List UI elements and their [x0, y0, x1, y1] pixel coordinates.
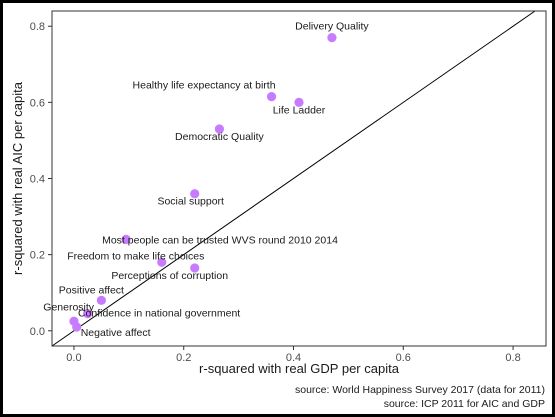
- point-label: Most people can be trusted WVS round 201…: [102, 234, 338, 246]
- point-label: Freedom to make life choices: [67, 250, 204, 262]
- x-axis-ticks: 0.0 0.2 0.4 0.6 0.8: [66, 346, 521, 364]
- x-tick-label: 0.2: [176, 352, 191, 364]
- y-tick-label: 0.6: [30, 97, 45, 109]
- x-tick-label: 0.6: [396, 352, 411, 364]
- chart-frame: Delivery Quality Healthy life expectancy …: [3, 3, 552, 414]
- data-point: [72, 322, 82, 332]
- y-tick-label: 0.2: [30, 250, 45, 262]
- y-tick-label: 0.0: [30, 326, 45, 338]
- data-point: [214, 124, 225, 134]
- y-tick-label: 0.4: [30, 174, 45, 186]
- point-label: Negative affect: [81, 327, 151, 339]
- x-tick-label: 0.0: [66, 352, 81, 364]
- x-tick-label: 0.4: [286, 352, 301, 364]
- data-point: [327, 33, 337, 43]
- point-label: Positive affect: [59, 284, 124, 296]
- points-layer: [69, 33, 337, 332]
- data-point: [294, 97, 304, 107]
- data-point: [121, 234, 131, 245]
- data-point: [266, 92, 277, 102]
- data-point: [190, 189, 200, 199]
- y-axis-title: r-squared with real AIC per capita: [10, 81, 25, 275]
- point-label: Life Ladder: [273, 104, 326, 116]
- x-tick-label: 0.8: [505, 352, 520, 364]
- point-label: Perceptions of corruption: [111, 270, 228, 282]
- y-tick-label: 0.8: [30, 21, 45, 33]
- data-point: [190, 263, 200, 273]
- point-label: Healthy life expectancy at birth: [133, 80, 276, 92]
- x-axis-title: r-squared with real GDP per capita: [199, 361, 400, 376]
- scatter-chart: Delivery Quality Healthy life expectancy …: [10, 10, 547, 410]
- reference-line: [51, 10, 536, 347]
- plot-border: [51, 10, 547, 347]
- data-point: [157, 257, 167, 267]
- point-label: Democratic Quality: [175, 131, 264, 143]
- point-label: Social support: [157, 196, 224, 208]
- source-note-survey: source: World Happiness Survey 2017 (dat…: [295, 384, 545, 396]
- point-labels-layer: Delivery Quality Healthy life expectancy …: [43, 21, 369, 339]
- data-point: [96, 295, 106, 305]
- point-label: Delivery Quality: [295, 21, 369, 33]
- point-label: Generosity: [43, 302, 95, 314]
- y-axis-ticks: 0.0 0.2 0.4 0.6 0.8: [30, 21, 52, 338]
- source-note-icp: source: ICP 2011 for AIC and GDP: [384, 398, 545, 410]
- point-label: Confidence in national government: [78, 307, 240, 319]
- data-point: [83, 309, 93, 319]
